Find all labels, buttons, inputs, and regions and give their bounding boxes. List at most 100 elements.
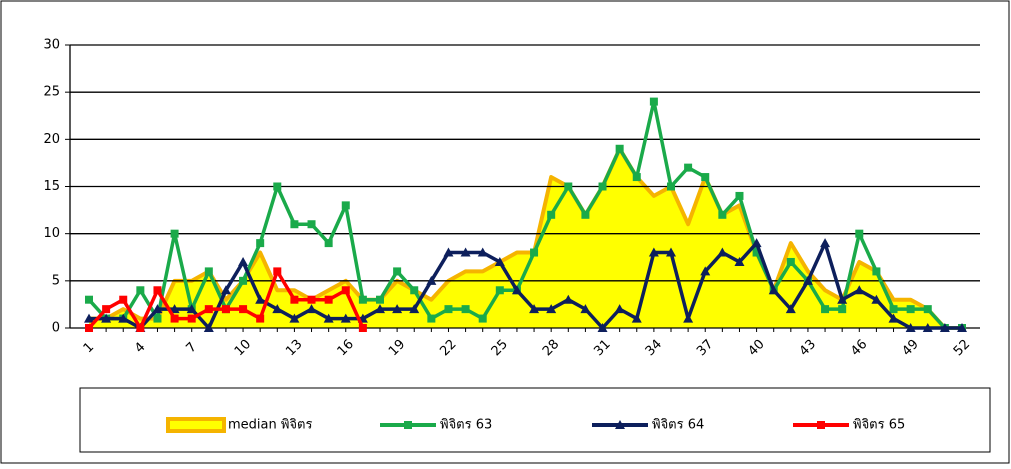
marker <box>495 286 504 295</box>
y-tick-label: 0 <box>52 321 60 336</box>
marker <box>614 304 625 314</box>
marker <box>444 305 453 314</box>
marker <box>632 173 641 182</box>
marker <box>119 295 128 304</box>
marker <box>204 267 213 276</box>
marker <box>392 304 403 314</box>
marker <box>905 323 916 332</box>
marker <box>152 304 163 314</box>
marker <box>563 294 574 304</box>
marker <box>597 323 608 332</box>
marker <box>85 295 93 304</box>
y-tick-label: 15 <box>43 179 60 194</box>
marker <box>341 201 350 210</box>
marker <box>393 267 402 276</box>
y-tick-label: 10 <box>43 226 60 241</box>
marker <box>684 163 693 172</box>
legend-swatch <box>166 417 226 433</box>
marker <box>153 286 162 295</box>
marker <box>478 314 487 323</box>
marker <box>855 229 864 238</box>
marker <box>939 323 950 332</box>
marker <box>580 304 591 314</box>
marker <box>101 313 112 323</box>
marker <box>752 248 761 257</box>
marker <box>102 305 111 314</box>
marker <box>581 210 590 219</box>
marker <box>922 323 933 332</box>
line <box>89 241 962 330</box>
marker <box>203 323 214 332</box>
marker <box>118 313 129 323</box>
legend-label: median พิจิตร <box>228 418 312 433</box>
marker <box>409 304 420 314</box>
marker <box>341 286 350 295</box>
marker <box>735 191 744 200</box>
marker <box>547 210 556 219</box>
marker <box>375 304 385 314</box>
marker <box>461 305 470 314</box>
marker <box>460 247 471 257</box>
area <box>89 148 962 328</box>
marker <box>427 314 436 323</box>
marker <box>923 305 932 314</box>
y-tick-label: 5 <box>52 273 60 288</box>
legend-label: พิจิตร 65 <box>853 418 905 433</box>
marker <box>306 304 317 314</box>
marker <box>187 314 196 323</box>
marker <box>238 256 249 266</box>
legend-marker <box>615 420 625 429</box>
y-tick-label: 20 <box>43 132 60 147</box>
marker <box>443 247 454 257</box>
marker <box>323 313 334 323</box>
marker <box>256 239 265 248</box>
marker <box>273 182 282 191</box>
marker <box>136 286 145 295</box>
marker <box>290 220 299 229</box>
marker <box>734 256 745 266</box>
marker <box>751 238 762 248</box>
y-tick-label: 25 <box>43 85 60 100</box>
marker <box>564 182 573 191</box>
marker <box>837 294 848 304</box>
marker <box>136 324 145 332</box>
marker <box>701 173 710 182</box>
marker <box>872 267 881 276</box>
marker <box>667 182 675 191</box>
marker <box>598 182 607 191</box>
marker <box>648 247 659 257</box>
marker <box>802 275 813 285</box>
marker <box>324 295 333 304</box>
marker <box>84 313 94 323</box>
marker <box>376 295 384 304</box>
marker <box>530 248 539 257</box>
marker <box>871 294 882 304</box>
marker <box>494 256 505 266</box>
marker <box>186 304 197 314</box>
marker <box>307 220 316 229</box>
legend-marker <box>817 421 825 429</box>
marker <box>666 247 676 257</box>
marker <box>153 314 162 323</box>
marker <box>786 257 795 266</box>
marker <box>239 276 248 285</box>
marker <box>358 295 367 304</box>
marker <box>838 305 847 314</box>
marker <box>854 285 865 295</box>
marker <box>477 247 488 257</box>
marker <box>546 304 557 314</box>
marker <box>220 285 231 295</box>
line <box>87 99 962 330</box>
legend-label: พิจิตร 64 <box>652 418 704 433</box>
marker <box>785 304 796 314</box>
marker <box>340 313 351 323</box>
marker <box>239 305 248 314</box>
marker <box>529 304 540 314</box>
marker <box>888 313 899 323</box>
marker <box>221 305 230 314</box>
marker <box>906 305 915 314</box>
marker <box>717 247 728 257</box>
marker <box>289 313 300 323</box>
marker <box>511 285 522 295</box>
marker <box>169 304 180 314</box>
